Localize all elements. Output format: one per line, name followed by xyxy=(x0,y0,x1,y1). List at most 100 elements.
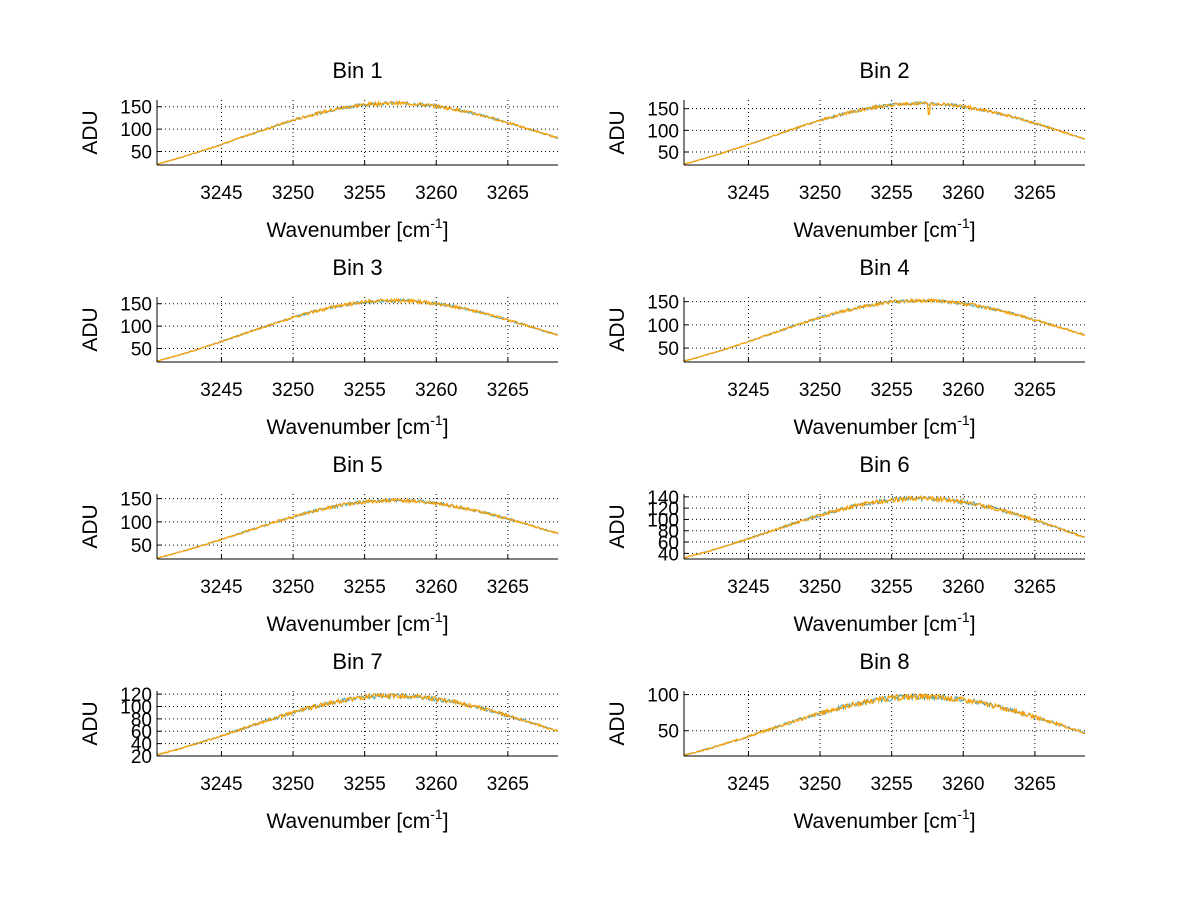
x-axis-label-superscript: -1 xyxy=(430,412,443,428)
plot-area xyxy=(684,100,1085,165)
y-tick-label: 150 xyxy=(120,295,152,316)
y-tick-label: 50 xyxy=(658,722,679,743)
x-tick-label: 3245 xyxy=(200,577,242,598)
x-tick-label: 3255 xyxy=(871,183,913,204)
y-axis-label: ADU xyxy=(606,701,629,745)
y-axis-label: ADU xyxy=(606,307,629,351)
x-axis-label: Wavenumber [cm-1] xyxy=(793,609,975,636)
x-tick-label: 3260 xyxy=(942,183,984,204)
x-axis-label-superscript: -1 xyxy=(957,806,970,822)
x-tick-label: 3245 xyxy=(727,183,769,204)
x-axis-label-suffix: ] xyxy=(970,613,976,636)
y-tick-label: 150 xyxy=(120,490,152,511)
series-line xyxy=(156,497,559,559)
plot-area xyxy=(157,297,558,362)
x-axis-label-main: Wavenumber [cm xyxy=(793,613,957,636)
x-axis-label-main: Wavenumber [cm xyxy=(793,810,957,833)
x-axis-label-superscript: -1 xyxy=(430,609,443,625)
subplot-title: Bin 5 xyxy=(332,452,382,477)
subplot-title: Bin 8 xyxy=(859,649,909,674)
x-axis-label-suffix: ] xyxy=(443,219,449,242)
x-tick-label: 3260 xyxy=(415,380,457,401)
y-tick-label: 150 xyxy=(647,100,679,121)
x-axis-label-main: Wavenumber [cm xyxy=(266,613,430,636)
subplot-title: Bin 3 xyxy=(332,255,382,280)
x-tick-label: 3265 xyxy=(487,774,529,795)
y-tick-label: 120 xyxy=(647,499,679,520)
x-axis-label: Wavenumber [cm-1] xyxy=(793,806,975,833)
x-tick-label: 3250 xyxy=(799,774,841,795)
subplot-title: Bin 6 xyxy=(859,452,909,477)
y-tick-label: 50 xyxy=(658,339,679,360)
subplot-bin-6: Bin 6 3245 3250 3255 3260 3265 406080100120140… xyxy=(606,452,1086,636)
x-tick-label: 3265 xyxy=(487,577,529,598)
x-tick-label: 3265 xyxy=(1014,577,1056,598)
x-axis-label-suffix: ] xyxy=(970,810,976,833)
x-tick-label: 3255 xyxy=(344,183,386,204)
series-line xyxy=(156,692,559,756)
x-axis-label: Wavenumber [cm-1] xyxy=(266,806,448,833)
x-tick-label: 3250 xyxy=(272,774,314,795)
x-axis-label-main: Wavenumber [cm xyxy=(793,416,957,439)
x-axis-label-main: Wavenumber [cm xyxy=(793,219,957,242)
subplot-bin-8: Bin 8 3245 3250 3255 3260 3265 50 100 ADU Wavenum… xyxy=(606,649,1086,833)
plot-area xyxy=(684,297,1085,362)
series-line xyxy=(683,494,1086,559)
x-axis-label-main: Wavenumber [cm xyxy=(266,219,430,242)
x-axis-label-suffix: ] xyxy=(443,810,449,833)
plot-area xyxy=(684,494,1085,559)
x-tick-label: 3255 xyxy=(871,577,913,598)
y-tick-label: 20 xyxy=(131,747,152,768)
x-tick-label: 3245 xyxy=(727,774,769,795)
x-axis-label-suffix: ] xyxy=(443,613,449,636)
x-axis-label: Wavenumber [cm-1] xyxy=(793,412,975,439)
x-axis-label-superscript: -1 xyxy=(957,215,970,231)
x-tick-label: 3245 xyxy=(727,380,769,401)
subplot-title: Bin 1 xyxy=(332,58,382,83)
x-tick-label: 3250 xyxy=(799,380,841,401)
series-line xyxy=(156,99,559,165)
y-tick-label: 140 xyxy=(647,488,679,509)
x-tick-label: 3265 xyxy=(487,380,529,401)
x-axis-label: Wavenumber [cm-1] xyxy=(266,609,448,636)
series-line xyxy=(683,297,1086,362)
x-tick-label: 3255 xyxy=(871,380,913,401)
x-tick-label: 3265 xyxy=(487,183,529,204)
y-tick-label: 80 xyxy=(131,710,152,731)
x-axis-label-superscript: -1 xyxy=(957,412,970,428)
x-tick-label: 3245 xyxy=(200,183,242,204)
y-tick-label: 60 xyxy=(658,533,679,554)
y-tick-label: 40 xyxy=(658,544,679,565)
subplot-title: Bin 7 xyxy=(332,649,382,674)
x-axis-label-suffix: ] xyxy=(970,416,976,439)
x-tick-label: 3255 xyxy=(344,380,386,401)
y-axis-label: ADU xyxy=(606,110,629,154)
y-tick-label: 60 xyxy=(131,722,152,743)
plot-area xyxy=(157,100,558,165)
x-axis-label-superscript: -1 xyxy=(957,609,970,625)
x-tick-label: 3255 xyxy=(344,577,386,598)
y-tick-label: 40 xyxy=(131,735,152,756)
x-tick-label: 3260 xyxy=(415,183,457,204)
y-tick-label: 100 xyxy=(647,121,679,142)
plot-area xyxy=(684,691,1085,756)
x-tick-label: 3260 xyxy=(942,774,984,795)
series-line xyxy=(683,692,1086,756)
x-tick-label: 3260 xyxy=(415,577,457,598)
y-tick-label: 100 xyxy=(120,317,152,338)
y-tick-label: 50 xyxy=(131,536,152,557)
x-axis-label-suffix: ] xyxy=(443,416,449,439)
x-tick-label: 3250 xyxy=(799,183,841,204)
x-tick-label: 3250 xyxy=(272,183,314,204)
y-tick-label: 100 xyxy=(120,120,152,141)
x-tick-label: 3245 xyxy=(200,380,242,401)
series-line xyxy=(156,297,559,362)
y-tick-label: 50 xyxy=(131,340,152,361)
y-tick-label: 100 xyxy=(120,513,152,534)
x-tick-label: 3245 xyxy=(727,577,769,598)
